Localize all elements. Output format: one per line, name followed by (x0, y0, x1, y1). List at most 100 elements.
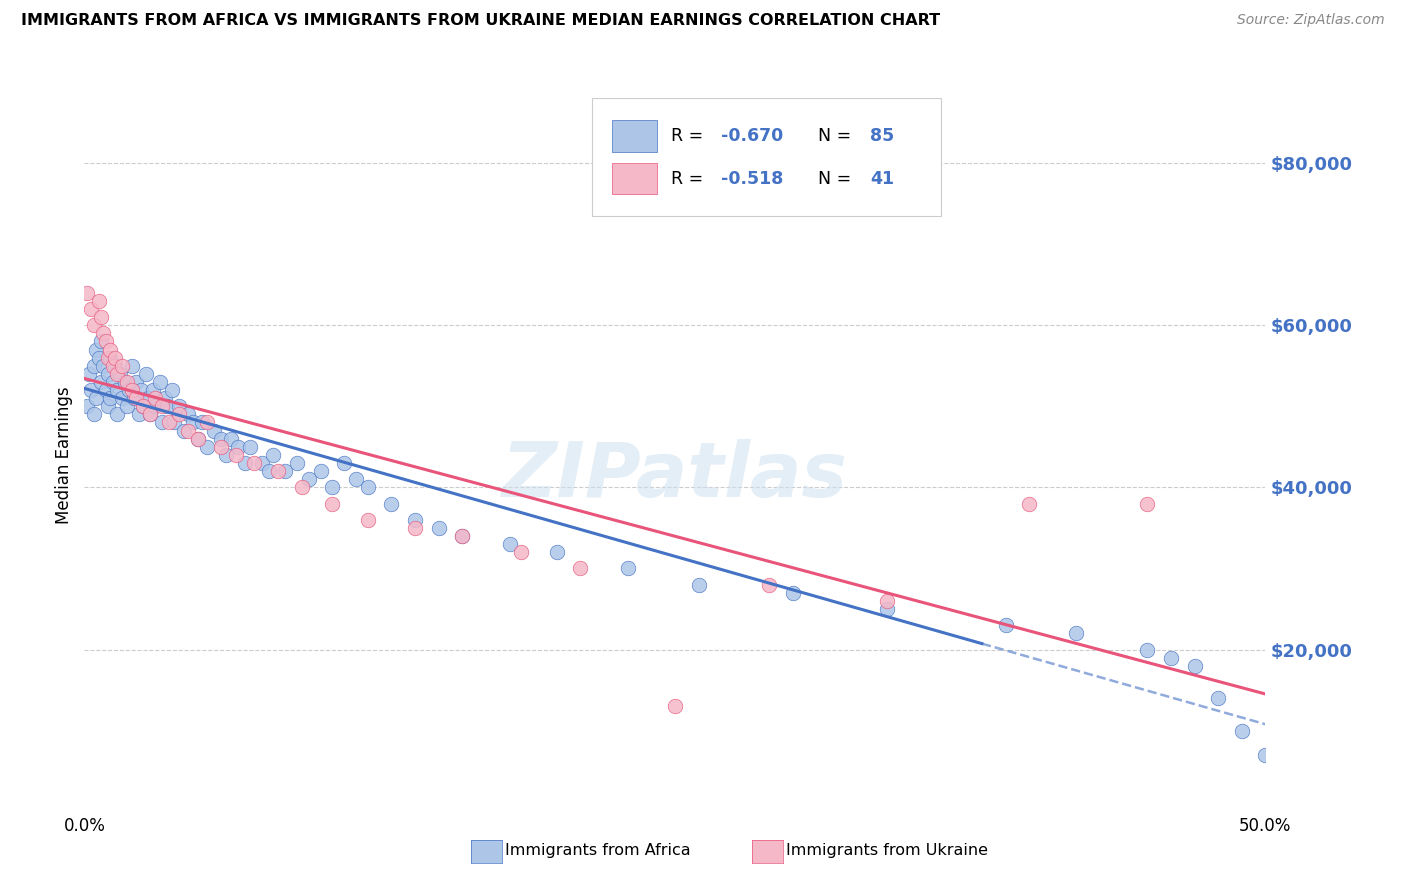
Text: IMMIGRANTS FROM AFRICA VS IMMIGRANTS FROM UKRAINE MEDIAN EARNINGS CORRELATION CH: IMMIGRANTS FROM AFRICA VS IMMIGRANTS FRO… (21, 13, 941, 29)
Point (87, 351, 110, 365)
Point (404, 513, 426, 527)
Point (139, 408, 162, 422)
Text: ZIPatlas: ZIPatlas (502, 440, 848, 513)
Point (91, 326, 114, 341)
Point (104, 351, 127, 365)
Point (226, 440, 249, 454)
Point (136, 391, 159, 405)
FancyBboxPatch shape (592, 98, 941, 216)
Text: N =: N = (807, 169, 856, 187)
Point (173, 424, 195, 438)
Point (125, 391, 148, 405)
Text: -0.670: -0.670 (721, 127, 783, 145)
Point (451, 529, 474, 543)
Point (225, 448, 247, 462)
Point (121, 359, 143, 373)
Point (150, 399, 173, 413)
Point (616, 561, 638, 575)
Point (94, 383, 117, 397)
Point (285, 456, 308, 470)
Point (90, 310, 112, 324)
Point (1254, 747, 1277, 762)
Point (111, 359, 134, 373)
Point (209, 432, 232, 446)
Point (782, 586, 804, 600)
Point (191, 416, 214, 430)
Point (77, 367, 100, 381)
Point (1136, 642, 1159, 657)
Point (111, 391, 134, 405)
Point (510, 545, 533, 559)
Point (451, 529, 474, 543)
Point (876, 602, 898, 616)
Point (202, 424, 225, 438)
Point (1018, 497, 1040, 511)
Point (107, 383, 129, 397)
Point (250, 456, 273, 470)
Point (569, 561, 592, 575)
Point (1184, 658, 1206, 673)
Point (91, 359, 114, 373)
Point (262, 448, 284, 462)
Point (274, 464, 297, 478)
Point (76, 399, 98, 413)
Text: N =: N = (807, 127, 856, 145)
Point (404, 521, 426, 535)
Text: R =: R = (671, 169, 709, 187)
Point (84, 343, 107, 357)
Point (427, 521, 450, 535)
Point (321, 497, 343, 511)
Point (1206, 691, 1229, 706)
Point (87, 293, 110, 308)
Point (97, 399, 120, 413)
Point (107, 408, 129, 422)
Point (498, 537, 520, 551)
Point (139, 408, 162, 422)
Point (688, 577, 710, 591)
Point (115, 399, 138, 413)
Point (150, 416, 173, 430)
Point (132, 399, 155, 413)
Point (1136, 497, 1159, 511)
Point (664, 699, 686, 714)
Point (195, 440, 218, 454)
Text: Source: ZipAtlas.com: Source: ZipAtlas.com (1237, 13, 1385, 28)
Point (107, 367, 129, 381)
Point (129, 383, 152, 397)
Point (142, 383, 165, 397)
Point (90, 375, 112, 389)
Point (215, 448, 238, 462)
Point (876, 594, 898, 608)
Point (98, 391, 121, 405)
Point (994, 618, 1017, 632)
Point (167, 408, 190, 422)
FancyBboxPatch shape (612, 120, 657, 152)
Y-axis label: Median Earnings: Median Earnings (55, 386, 73, 524)
Point (1230, 723, 1253, 738)
Point (98, 343, 121, 357)
Point (243, 456, 266, 470)
Point (209, 440, 232, 454)
Point (76, 285, 98, 300)
Point (80, 383, 103, 397)
Point (233, 456, 256, 470)
Point (195, 416, 218, 430)
Text: 41: 41 (870, 169, 894, 187)
Point (219, 432, 242, 446)
Point (163, 416, 186, 430)
Point (80, 301, 103, 316)
Point (97, 367, 120, 381)
Point (177, 424, 200, 438)
Point (90, 334, 112, 349)
Point (357, 513, 380, 527)
Point (104, 359, 127, 373)
Point (187, 432, 209, 446)
Point (167, 399, 190, 413)
Point (114, 375, 136, 389)
Text: -0.518: -0.518 (721, 169, 783, 187)
Point (1066, 626, 1088, 640)
Point (94, 334, 117, 349)
Point (101, 375, 124, 389)
Point (160, 383, 183, 397)
Point (83, 318, 105, 333)
